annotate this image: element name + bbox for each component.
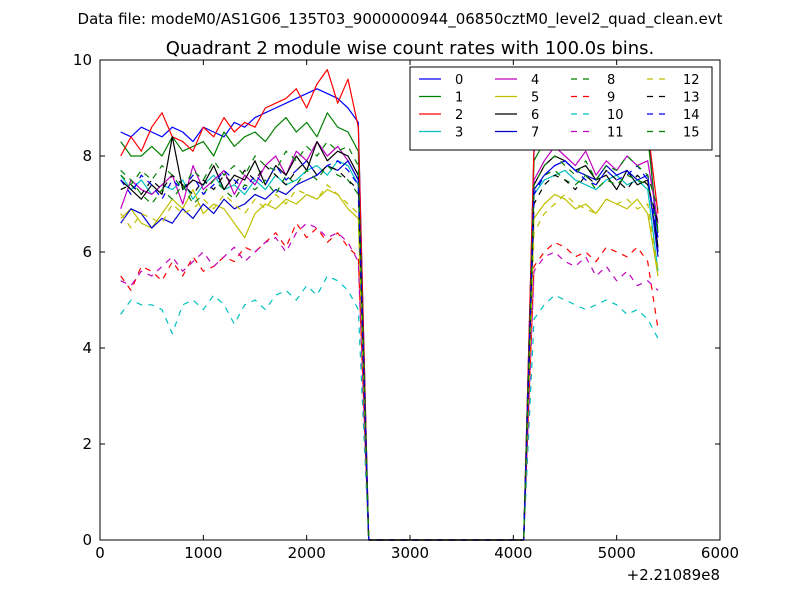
x-tick-label: 3000 [391,544,429,562]
legend-label-3: 3 [455,126,463,141]
x-tick-label: 2000 [288,544,326,562]
legend-label-12: 12 [683,73,700,88]
legend-label-14: 14 [683,108,700,123]
series-line-15 [120,141,659,541]
series-line-11 [120,222,659,541]
x-offset-label: +2.21089e8 [627,566,720,584]
legend-box [409,66,713,151]
legend-label-5: 5 [531,91,539,106]
legend-label-7: 7 [531,126,539,141]
y-tick-label: 2 [82,435,92,453]
y-tick-label: 6 [82,243,92,261]
x-tick-label: 4000 [494,544,532,562]
x-tick-label: 0 [95,544,105,562]
x-tick-label: 6000 [701,544,739,562]
legend-label-1: 1 [455,91,463,106]
series-line-13 [120,160,659,541]
legend-label-13: 13 [683,91,700,106]
legend-label-4: 4 [531,73,539,88]
y-tick-label: 8 [82,147,92,165]
legend-label-9: 9 [607,91,615,106]
legend-label-10: 10 [607,108,624,123]
y-tick-label: 4 [82,339,92,357]
legend-label-2: 2 [455,108,463,123]
y-tick-label: 10 [73,51,92,69]
x-tick-label: 1000 [184,544,222,562]
x-tick-label: 5000 [598,544,636,562]
legend-label-11: 11 [607,126,624,141]
legend-label-8: 8 [607,73,615,88]
legend-label-6: 6 [531,108,539,123]
figure-suptitle: Data file: modeM0/AS1G06_135T03_90000009… [78,10,723,29]
y-tick-label: 0 [82,531,92,549]
legend-label-15: 15 [683,126,700,141]
legend-label-0: 0 [455,73,463,88]
chart-title: Quadrant 2 module wise count rates with … [166,38,655,59]
